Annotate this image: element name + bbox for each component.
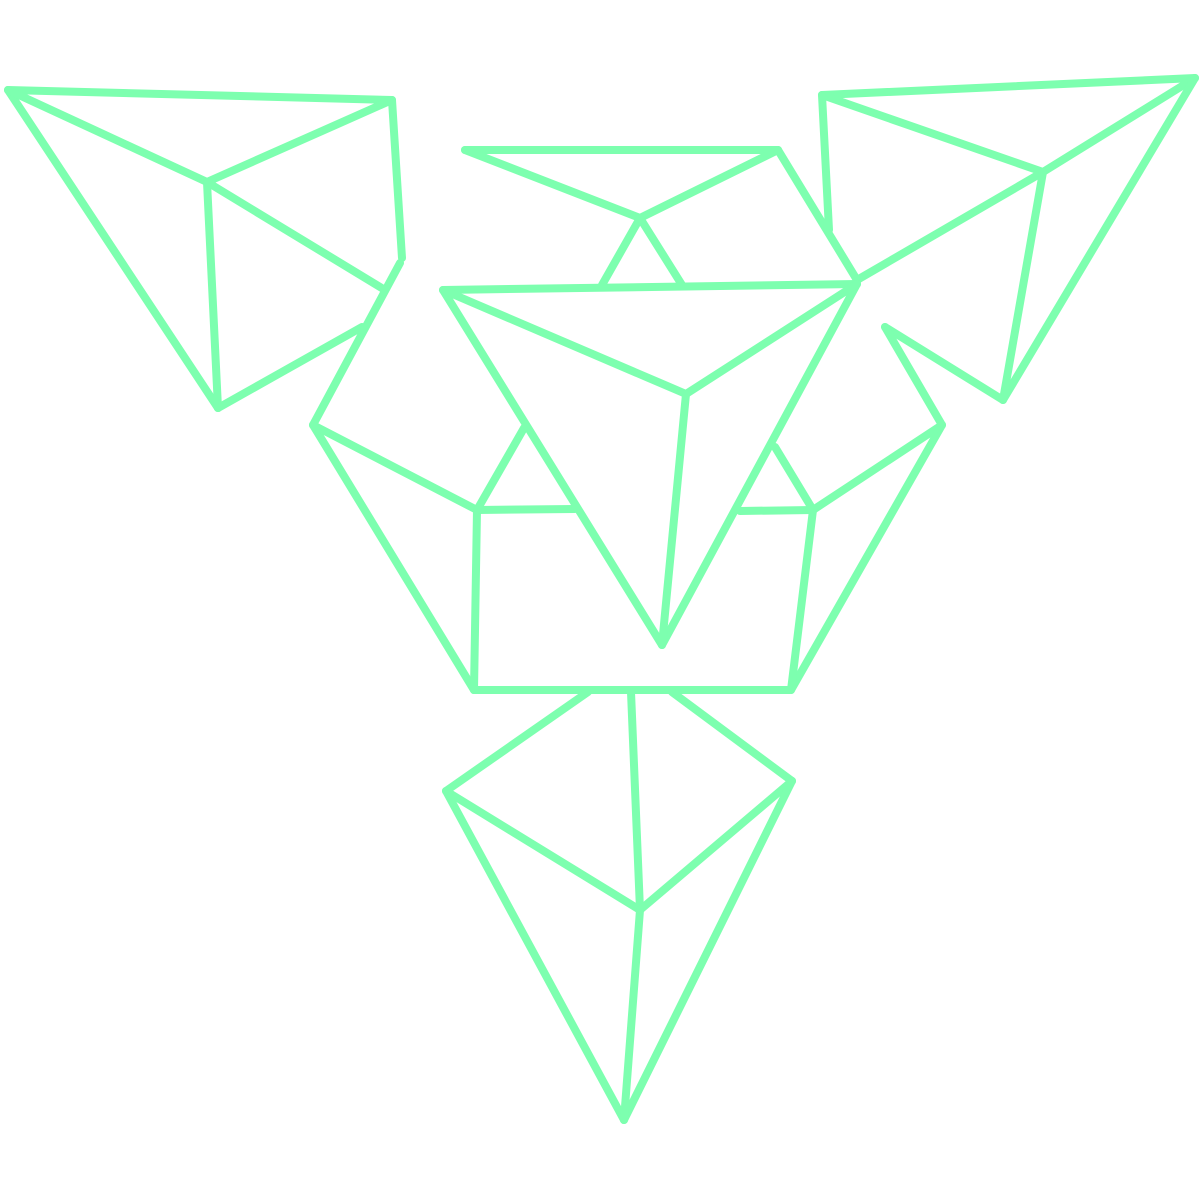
hexagon-outline-edge-3 [881, 323, 946, 429]
top-notch [461, 146, 782, 289]
bottom-pyramid-edge-5 [636, 777, 796, 914]
left-pyramid-edge-2 [4, 86, 222, 412]
top-notch-edge-3 [598, 214, 644, 289]
bottom-pyramid [442, 688, 796, 1124]
right-pyramid [818, 74, 1199, 404]
right-pyramid-edge-3 [818, 91, 833, 234]
lower-right-facets-edge-1 [809, 421, 946, 514]
lower-left-facets-edge-1 [309, 421, 481, 514]
bottom-pyramid-edge-2 [442, 688, 592, 795]
hexagon-outline-edge-2 [774, 146, 861, 284]
left-pyramid-edge-1 [4, 86, 396, 104]
bottom-pyramid-edge-8 [620, 906, 644, 1124]
right-pyramid-edge-7 [999, 168, 1047, 404]
center-pyramid-edge-3 [658, 280, 861, 649]
left-pyramid-edge-4 [203, 96, 396, 186]
center-pyramid-edge-5 [682, 280, 861, 398]
hexagon-outline-edge-6 [309, 421, 478, 694]
top-notch-edge-4 [636, 214, 686, 289]
bottom-pyramid-edge-6 [442, 787, 628, 1124]
left-pyramid-edge-5 [388, 96, 406, 262]
left-pyramid-edge-6 [203, 178, 222, 412]
left-pyramid-edge-7 [203, 178, 389, 294]
lower-right-facets-edge-4 [771, 443, 817, 514]
lower-right-facets-edge-2 [787, 506, 817, 694]
lower-left-facets [309, 421, 579, 694]
lower-right-facets [736, 421, 946, 694]
center-pyramid-edge-4 [439, 286, 690, 398]
left-pyramid-edge-3 [4, 86, 211, 186]
lower-left-facets-edge-4 [473, 424, 528, 514]
right-pyramid-edge-8 [881, 323, 1007, 404]
center-pyramid-edge-1 [439, 280, 861, 294]
left-pyramid-edge-8 [214, 323, 366, 412]
top-notch-edge-1 [461, 146, 644, 222]
lower-left-facets-edge-2 [470, 506, 481, 694]
center-pyramid-edge-6 [658, 390, 690, 649]
bottom-pyramid-edge-7 [620, 777, 796, 1124]
center-pyramid [439, 280, 861, 649]
right-pyramid-edge-5 [999, 74, 1199, 404]
hexagon-outline [309, 146, 946, 694]
bottom-pyramid-edge-1 [627, 688, 644, 914]
hexagon-outline-edge-7 [309, 259, 404, 429]
right-pyramid-edge-2 [818, 91, 1047, 176]
bottom-pyramid-edge-3 [668, 688, 796, 785]
hexagon-outline-edge-4 [787, 421, 946, 694]
left-pyramid [4, 86, 406, 412]
center-pyramid-edge-2 [439, 286, 666, 649]
lower-right-facets-edge-3 [736, 506, 817, 515]
right-pyramid-edge-1 [818, 74, 1199, 99]
lower-left-facets-edge-3 [473, 505, 579, 514]
bottom-pyramid-edge-4 [442, 787, 644, 914]
top-notch-edge-2 [636, 146, 782, 222]
right-pyramid-edge-4 [1039, 74, 1199, 176]
right-pyramid-edge-6 [853, 168, 1047, 284]
